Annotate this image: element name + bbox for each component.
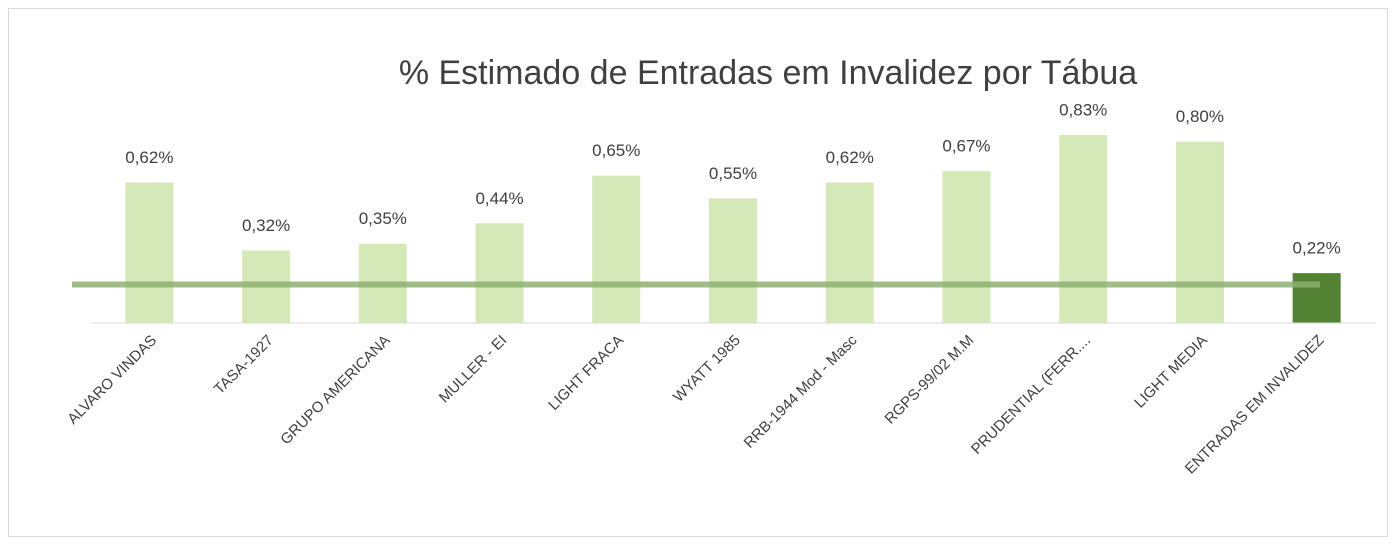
data-label: 0,62% [125,148,173,167]
bar [942,171,991,323]
bar [825,182,874,323]
data-label: 0,22% [1293,239,1341,258]
data-label: 0,32% [242,216,290,235]
data-label: 0,65% [592,141,640,160]
bar [592,175,641,323]
chart-title: % Estimado de Entradas em Invalidez por … [399,54,1137,92]
data-label: 0,44% [475,189,523,208]
data-label: 0,55% [709,164,757,183]
data-label: 0,62% [826,148,874,167]
bar [709,198,757,323]
data-label: 0,35% [359,209,407,228]
bar [475,223,524,323]
data-label: 0,67% [942,137,990,156]
data-label: 0,80% [1176,107,1224,126]
chart-border [8,8,1388,537]
bar [1175,141,1224,323]
bar [1059,134,1108,323]
bar [125,182,174,323]
bar [1292,273,1341,323]
data-label: 0,83% [1059,100,1107,119]
